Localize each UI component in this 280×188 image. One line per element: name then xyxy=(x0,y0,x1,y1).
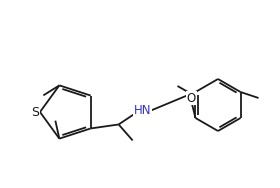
Text: HN: HN xyxy=(134,104,151,117)
Text: O: O xyxy=(187,92,196,105)
Text: S: S xyxy=(31,105,39,118)
